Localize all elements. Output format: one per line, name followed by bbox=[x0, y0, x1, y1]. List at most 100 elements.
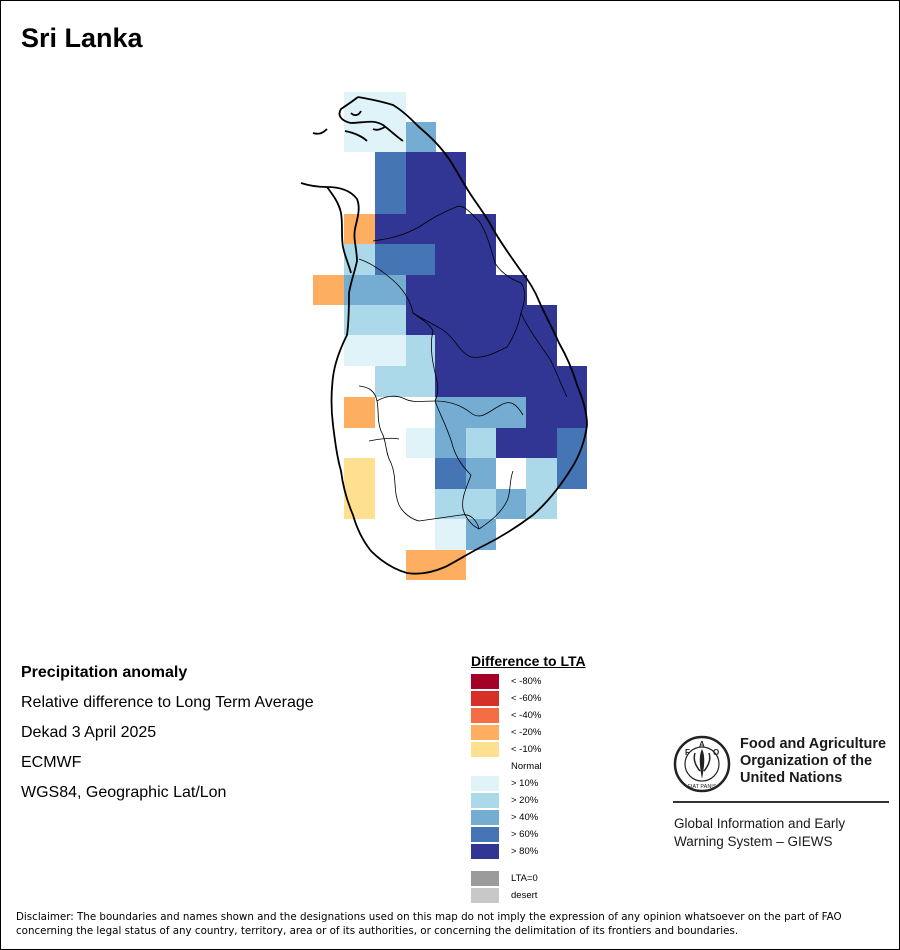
grid-cell bbox=[435, 519, 466, 550]
legend-label: < -10% bbox=[511, 744, 542, 755]
legend-row: < -10% bbox=[471, 741, 586, 758]
grid-cell bbox=[344, 214, 375, 244]
grid-cell bbox=[526, 458, 557, 489]
fao-name-line: Food and Agriculture bbox=[740, 736, 887, 752]
legend-swatch bbox=[471, 674, 499, 689]
legend-label: > 20% bbox=[511, 795, 539, 806]
legend-row: Normal bbox=[471, 758, 586, 775]
grid-cell bbox=[406, 428, 435, 458]
grid-cell bbox=[313, 275, 344, 305]
legend-swatch bbox=[471, 725, 499, 740]
legend-label: Normal bbox=[511, 761, 542, 772]
grid-cell bbox=[375, 366, 435, 397]
grid-cell bbox=[406, 152, 466, 214]
precipitation-anomaly-map bbox=[300, 92, 588, 580]
legend-label: < -40% bbox=[511, 710, 542, 721]
giews-name: Global Information and Early Warning Sys… bbox=[674, 815, 845, 851]
grid-cell bbox=[466, 458, 496, 489]
legend-swatch bbox=[471, 742, 499, 757]
grid-cell bbox=[526, 489, 557, 519]
fao-name-line: Organization of the bbox=[740, 753, 873, 769]
map-model: ECMWF bbox=[21, 754, 82, 771]
legend-extra: LTA=0 desert bbox=[471, 870, 586, 904]
grid-cell bbox=[406, 305, 557, 335]
map-title: Precipitation anomaly bbox=[21, 664, 188, 681]
fao-logo-letter-f: F bbox=[685, 748, 690, 757]
country-title: Sri Lanka bbox=[21, 23, 143, 53]
fao-name-line: United Nations bbox=[740, 770, 843, 786]
grid-cell bbox=[344, 335, 406, 366]
grid-cell bbox=[375, 244, 435, 275]
grid-cell bbox=[344, 305, 406, 335]
legend-row: < -20% bbox=[471, 724, 586, 741]
grid-cell bbox=[375, 152, 406, 214]
legend-swatch bbox=[471, 759, 499, 774]
giews-line: Warning System – GIEWS bbox=[674, 834, 833, 849]
grid-cell bbox=[406, 550, 466, 580]
grid-cell bbox=[406, 122, 436, 152]
grid-cell bbox=[496, 489, 526, 519]
fao-divider bbox=[673, 801, 889, 803]
legend-row: LTA=0 bbox=[471, 870, 586, 887]
legend-row: > 80% bbox=[471, 843, 586, 860]
grid-cell bbox=[344, 397, 375, 428]
legend-swatch bbox=[471, 888, 499, 903]
fao-logo: F A O FIAT PANIS bbox=[673, 735, 731, 793]
legend-swatch bbox=[471, 844, 499, 859]
grid-cell bbox=[496, 428, 557, 458]
map-info: Precipitation anomaly Relative differenc… bbox=[21, 658, 314, 808]
fao-logo-motto: FIAT PANIS bbox=[687, 784, 716, 790]
legend-swatch bbox=[471, 827, 499, 842]
legend-label: < -80% bbox=[511, 676, 542, 687]
legend-label: > 40% bbox=[511, 812, 539, 823]
province-boundaries bbox=[358, 205, 568, 530]
anomaly-grid bbox=[313, 92, 587, 580]
fao-name: Food and Agriculture Organization of the… bbox=[740, 736, 886, 787]
map-projection: WGS84, Geographic Lat/Lon bbox=[21, 784, 227, 801]
grid-cell bbox=[344, 275, 406, 305]
legend-swatch bbox=[471, 691, 499, 706]
giews-line: Global Information and Early bbox=[674, 816, 846, 831]
grid-cell bbox=[406, 335, 435, 366]
legend-label: desert bbox=[511, 890, 538, 901]
legend-row: < -60% bbox=[471, 690, 586, 707]
legend-row: < -40% bbox=[471, 707, 586, 724]
grid-cell bbox=[557, 428, 587, 458]
grid-cell bbox=[466, 428, 496, 458]
grid-cell bbox=[466, 214, 496, 244]
map-subtitle: Relative difference to Long Term Average bbox=[21, 694, 314, 711]
legend-label: LTA=0 bbox=[511, 873, 538, 884]
coastline bbox=[300, 96, 588, 575]
legend-swatch bbox=[471, 793, 499, 808]
legend-items: < -80% < -60% < -40% < -20% < -10% Normal > 10… bbox=[471, 673, 586, 860]
grid-cell bbox=[526, 397, 587, 428]
legend-swatch bbox=[471, 708, 499, 723]
grid-cell bbox=[435, 489, 496, 519]
fao-logo-letter-a: A bbox=[699, 740, 705, 749]
grid-cell bbox=[435, 397, 526, 428]
grid-cell bbox=[466, 519, 496, 550]
legend-swatch bbox=[471, 810, 499, 825]
fao-logo-letter-o: O bbox=[713, 748, 719, 757]
grid-cell bbox=[375, 214, 466, 244]
grid-cell bbox=[435, 428, 466, 458]
legend-swatch bbox=[471, 871, 499, 886]
legend-label: < -60% bbox=[511, 693, 542, 704]
legend-row: > 20% bbox=[471, 792, 586, 809]
grid-cell bbox=[435, 244, 496, 275]
legend-title: Difference to LTA bbox=[471, 653, 586, 669]
disclaimer: Disclaimer: The boundaries and names sho… bbox=[16, 911, 842, 937]
legend-row: > 60% bbox=[471, 826, 586, 843]
legend-row: > 10% bbox=[471, 775, 586, 792]
legend-row: desert bbox=[471, 887, 586, 904]
legend-label: > 60% bbox=[511, 829, 539, 840]
legend-label: > 10% bbox=[511, 778, 539, 789]
legend: Difference to LTA < -80% < -60% < -40% < -2… bbox=[471, 653, 586, 904]
grid-cell bbox=[344, 458, 375, 519]
grid-cell bbox=[344, 122, 406, 152]
map-period: Dekad 3 April 2025 bbox=[21, 724, 157, 741]
grid-cell bbox=[406, 275, 527, 305]
grid-cell bbox=[435, 366, 587, 397]
legend-label: < -20% bbox=[511, 727, 542, 738]
